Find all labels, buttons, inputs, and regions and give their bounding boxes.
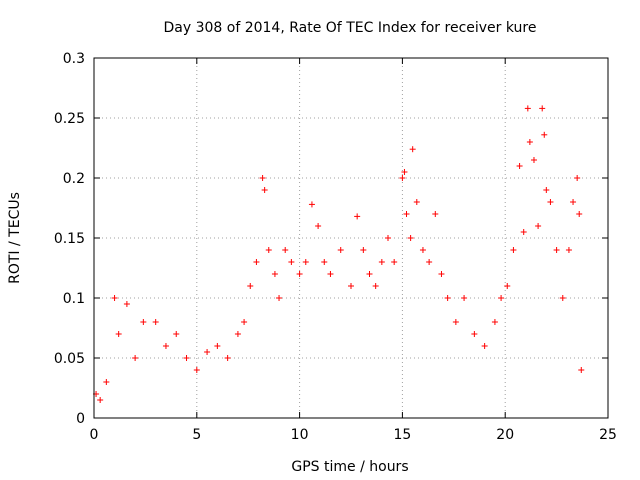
data-point [204,349,211,355]
data-point [526,139,533,145]
data-point [504,283,511,289]
data-point [524,105,531,112]
data-point [308,201,315,208]
y-tick-label: 0.3 [63,51,85,67]
data-points [93,105,585,403]
data-point [530,157,537,163]
data-point [302,259,309,265]
data-point [539,105,546,112]
data-point [419,247,426,253]
data-point [541,131,548,138]
data-point [378,259,385,265]
data-point [115,331,122,337]
data-point [247,283,254,289]
data-point [265,247,272,253]
x-tick-label: 10 [291,427,309,443]
data-point [372,283,379,289]
data-point [576,211,583,217]
data-point [444,295,451,301]
data-point [360,247,367,253]
data-point [520,229,527,235]
y-tick-label: 0 [76,411,85,427]
data-point [426,259,433,265]
data-point [574,175,581,181]
data-point [261,187,268,193]
data-point [296,271,303,277]
data-point [97,397,104,403]
data-point [288,259,295,265]
chart-title: Day 308 of 2014, Rate Of TEC Index for r… [164,20,537,36]
data-point [413,199,420,205]
y-tick-label: 0.05 [54,351,85,367]
data-point [498,295,505,301]
data-point [403,211,410,217]
x-tick-label: 25 [599,427,617,443]
data-point [543,187,550,193]
data-point [354,213,361,220]
x-axis-title: GPS time / hours [291,459,408,475]
data-point [337,247,344,253]
data-point [259,175,266,181]
data-point [535,223,542,229]
y-tick-label: 0.1 [63,291,85,307]
data-point [282,247,289,253]
data-point [461,295,468,301]
data-point [391,259,398,265]
data-point [315,223,322,229]
data-point [132,355,139,361]
data-point [578,367,585,373]
data-point [432,211,439,217]
data-point [234,331,241,337]
data-point [553,247,560,253]
data-point [224,355,231,361]
data-point [162,343,169,349]
x-tick-label: 0 [90,427,99,443]
data-point [559,295,566,301]
data-point [565,247,572,253]
axis-ticks: 0 5 10 15 20 25 0 0.05 0.1 0.15 0.2 0.25 0.3 [54,51,617,443]
data-point [253,259,260,265]
data-point [407,235,414,241]
data-point [491,319,498,325]
data-point [399,175,406,181]
data-point [321,259,328,265]
x-tick-label: 20 [496,427,514,443]
data-point [241,319,248,325]
data-point [103,379,110,385]
data-point [401,169,408,175]
x-tick-label: 5 [192,427,201,443]
data-point [385,235,392,241]
data-point [276,295,283,301]
data-point [516,163,523,169]
data-point [471,331,478,337]
data-point [193,367,200,373]
data-point [481,343,488,349]
data-point [173,331,180,337]
data-point [409,146,416,153]
data-point [366,271,373,277]
y-tick-label: 0.25 [54,111,85,127]
data-point [438,271,445,277]
data-point [452,319,459,325]
data-point [510,247,517,253]
data-point [327,271,334,277]
y-tick-label: 0.15 [54,231,85,247]
data-point [111,295,118,301]
data-point [271,271,278,277]
y-tick-label: 0.2 [63,171,85,187]
grid-layer [94,58,608,418]
y-axis-title: ROTI / TECUs [7,192,23,284]
x-tick-label: 15 [393,427,411,443]
data-point [214,343,221,349]
data-point [570,199,577,205]
data-point [152,319,159,325]
data-point [140,319,147,325]
data-point [348,283,354,289]
data-point [547,199,554,205]
data-point [183,355,190,361]
data-point [123,301,130,307]
